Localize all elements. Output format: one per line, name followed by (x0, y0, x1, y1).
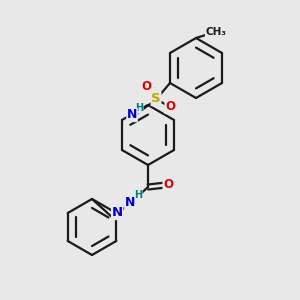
Text: O: O (163, 178, 173, 191)
Text: CH₃: CH₃ (206, 27, 226, 37)
Text: H: H (134, 190, 142, 200)
Text: O: O (165, 100, 175, 113)
Text: N: N (112, 206, 123, 220)
Text: O: O (141, 80, 151, 94)
Text: N: N (127, 109, 137, 122)
Text: H: H (135, 103, 143, 113)
Text: S: S (151, 92, 161, 106)
Text: N: N (125, 196, 135, 209)
